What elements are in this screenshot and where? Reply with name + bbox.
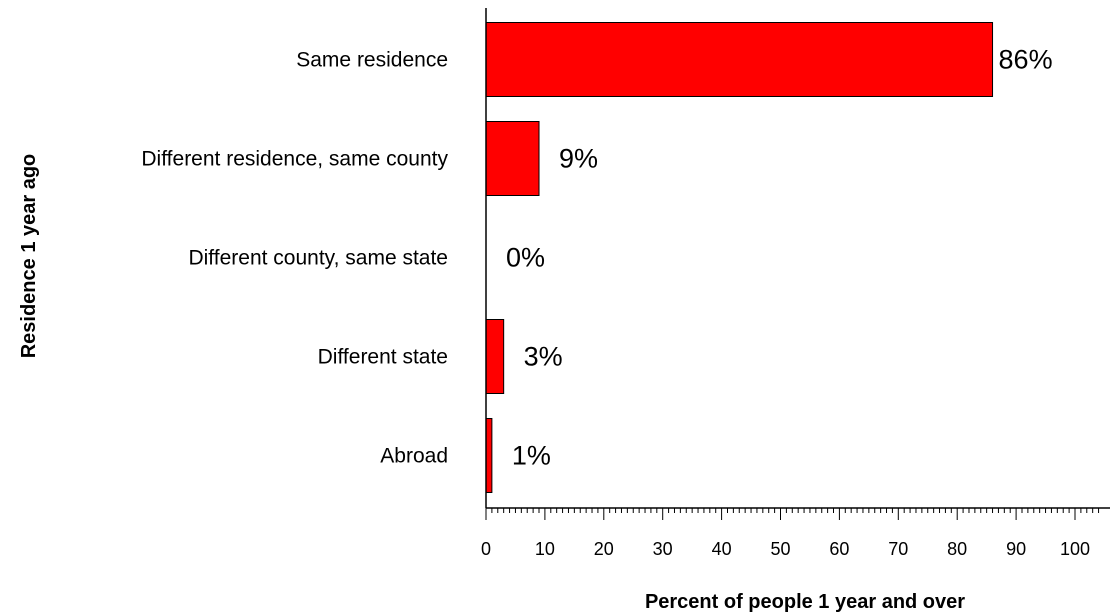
x-tick-label: 100: [1060, 539, 1090, 559]
y-axis-title: Residence 1 year ago: [18, 154, 40, 359]
bar: [485, 319, 505, 394]
x-tick-label: 10: [535, 539, 555, 559]
x-tick-label: 30: [653, 539, 673, 559]
category-labels-group: Same residence Different residence, same …: [141, 49, 448, 468]
x-axis: 0 10 20 30 40 50 60 70 80 90 100: [481, 8, 1110, 559]
bar: [485, 121, 540, 196]
x-tick-label: 20: [594, 539, 614, 559]
value-label: 86%: [999, 45, 1053, 75]
value-label: 1%: [512, 441, 551, 471]
category-label: Different state: [318, 346, 448, 369]
category-label: Different county, same state: [188, 247, 448, 270]
bar: [485, 22, 994, 97]
x-tick-label: 60: [829, 539, 849, 559]
x-tick-label: 40: [712, 539, 732, 559]
bars-group: [485, 22, 994, 493]
category-label: Different residence, same county: [141, 148, 448, 171]
category-label: Abroad: [380, 445, 448, 468]
x-tick-label: 90: [1006, 539, 1026, 559]
value-label: 9%: [559, 144, 598, 174]
x-tick-label: 70: [888, 539, 908, 559]
value-label: 0%: [506, 243, 545, 273]
category-label: Same residence: [296, 49, 448, 72]
x-tick-label: 0: [481, 539, 491, 559]
x-tick-label: 80: [947, 539, 967, 559]
value-label: 3%: [524, 342, 563, 372]
bar: [485, 418, 493, 493]
x-tick-label: 50: [770, 539, 790, 559]
x-axis-title: Percent of people 1 year and over: [645, 591, 965, 613]
value-labels-group: 86% 9% 0% 3% 1%: [506, 45, 1053, 471]
